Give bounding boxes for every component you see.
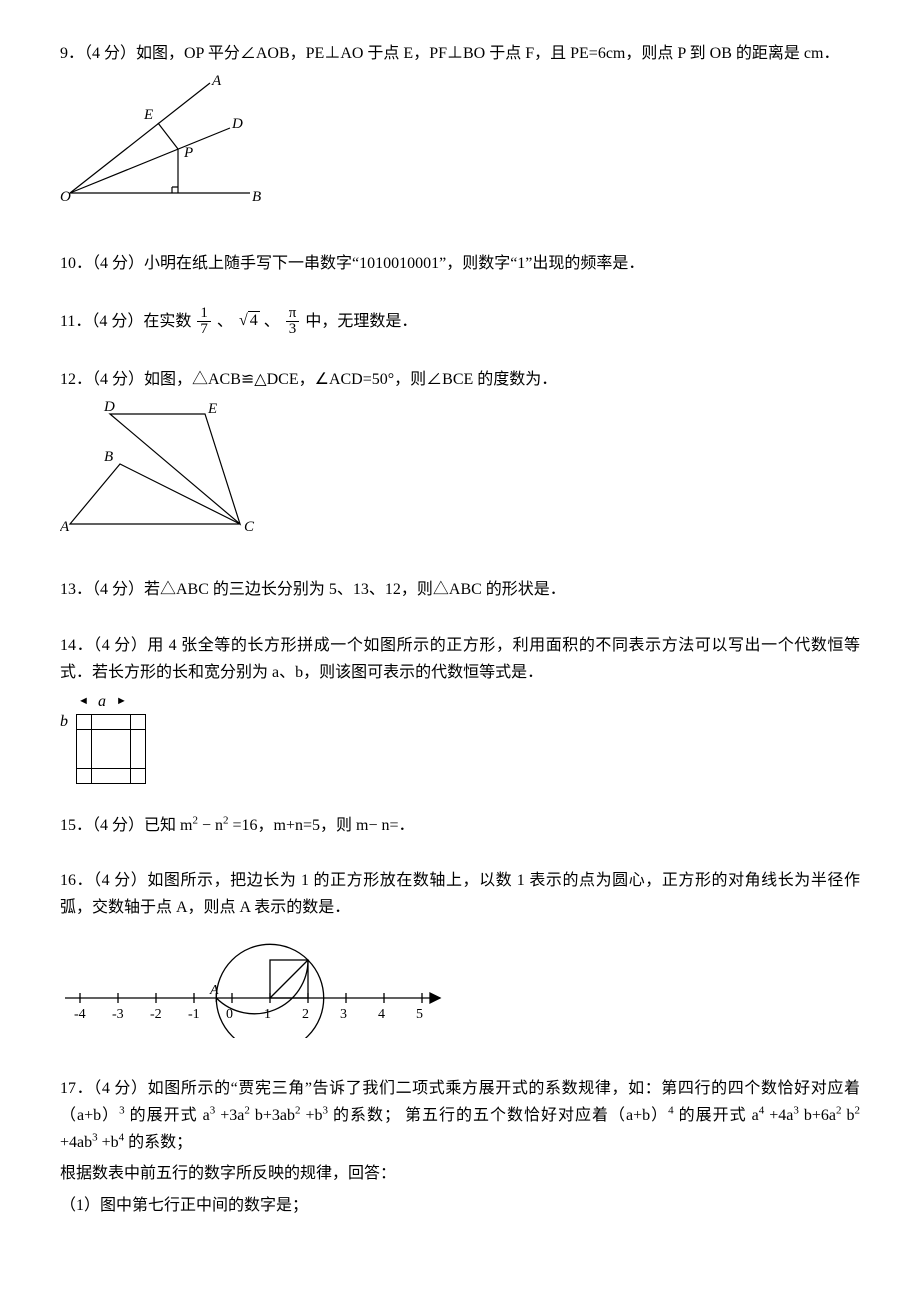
tick-label: -2: [150, 1007, 162, 1022]
p17-e: +b: [305, 1107, 322, 1124]
problem-17: 17．（4 分）如图所示的“贾宪三角”告诉了我们二项式乘方展开式的系数规律，如：…: [60, 1075, 860, 1219]
p17-l: +b: [102, 1134, 119, 1151]
p15-sq2: 2: [223, 815, 229, 827]
problem-11: 11．（4 分）在实数 1 7 、 4 、 π 3 中，无理数是．: [60, 306, 860, 339]
p17-d: b+3ab: [255, 1107, 295, 1124]
label-d: D: [231, 116, 243, 132]
congruent-triangles-diagram: D E B A C: [60, 399, 270, 539]
label-b2: B: [104, 449, 113, 465]
p17-h: +4a: [769, 1107, 793, 1124]
angle-bisector-diagram: A E D P O B: [60, 73, 270, 213]
p11-frac1-num: 1: [197, 306, 211, 323]
tick-label: 1: [264, 1007, 271, 1022]
p17-g: 的展开式 a: [679, 1107, 759, 1124]
p11-frac1-den: 7: [197, 322, 211, 338]
problem-16: 16．（4 分）如图所示，把边长为 1 的正方形放在数轴上，以数 1 表示的点为…: [60, 867, 860, 1047]
problem-12: 12．（4 分）如图，△ACB≌△DCE，∠ACD=50°，则∠BCE 的度数为…: [60, 366, 860, 548]
label-d: D: [103, 399, 115, 415]
problem-15: 15．（4 分）已知 m2 − n2 =16，m+n=5，则 m− n=．: [60, 812, 860, 839]
tick-label: 2: [302, 1007, 309, 1022]
label-o: O: [60, 189, 71, 205]
problem-12-text: 12．（4 分）如图，△ACB≌△DCE，∠ACD=50°，则∠BCE 的度数为…: [60, 366, 860, 393]
problem-17-line2: 根据数表中前五行的数字所反映的规律，回答：: [60, 1160, 860, 1187]
p11-pre: 11．（4 分）在实数: [60, 312, 191, 329]
tick-label: 0: [226, 1007, 233, 1022]
tick-label: 4: [378, 1007, 385, 1022]
problem-17-line1: 17．（4 分）如图所示的“贾宪三角”告诉了我们二项式乘方展开式的系数规律，如：…: [60, 1075, 860, 1157]
problem-14-figure: ◄ a ► b: [60, 692, 166, 784]
label-a2: A: [60, 519, 70, 535]
p17-k: +4ab: [60, 1134, 92, 1151]
tick-label: -4: [74, 1007, 86, 1022]
p17-f: 的系数； 第五行的五个数恰好对应着（a+b）: [333, 1107, 668, 1124]
p15-sq1: 2: [192, 815, 198, 827]
problem-12-figure: D E B A C: [60, 399, 860, 548]
p17-j: b: [847, 1107, 855, 1124]
label-point-a: A: [209, 983, 219, 998]
problem-14: 14．（4 分）用 4 张全等的长方形拼成一个如图所示的正方形，利用面积的不同表…: [60, 632, 860, 784]
p17-m: 的系数；: [128, 1134, 192, 1151]
problem-13-text: 13．（4 分）若△ABC 的三边长分别为 5、13、12，则△ABC 的形状是…: [60, 576, 860, 603]
problem-9-text: 9．（4 分）如图，OP 平分∠AOB，PE⊥AO 于点 E，PF⊥BO 于点 …: [60, 40, 860, 67]
problem-13: 13．（4 分）若△ABC 的三边长分别为 5、13、12，则△ABC 的形状是…: [60, 576, 860, 603]
p11-sqrt: 4: [237, 307, 260, 334]
label-b: B: [252, 189, 261, 205]
p14-label-b: b: [60, 708, 68, 735]
p11-frac2: π 3: [286, 306, 300, 339]
p11-mid2: 、: [264, 312, 280, 329]
problem-11-text: 11．（4 分）在实数 1 7 、 4 、 π 3 中，无理数是．: [60, 306, 860, 339]
label-c2: C: [244, 519, 255, 535]
problem-9-figure: A E D P O B: [60, 73, 860, 222]
p17-i: b+6a: [804, 1107, 836, 1124]
problem-10: 10．（4 分）小明在纸上随手写下一串数字“1010010001”，则数字“1”…: [60, 250, 860, 277]
p15-pre: 15．（4 分）已知 m: [60, 817, 192, 834]
problem-16-figure: -4 -3 -2 -1 0 1 2 3 4 5 A: [60, 928, 860, 1047]
tick-label: -1: [188, 1007, 200, 1022]
p15-mid1: − n: [202, 817, 223, 834]
label-a: A: [211, 73, 222, 89]
p14-label-a: a: [98, 688, 106, 715]
tick-label: -3: [112, 1007, 124, 1022]
label-p: P: [183, 145, 193, 161]
problem-14-text: 14．（4 分）用 4 张全等的长方形拼成一个如图所示的正方形，利用面积的不同表…: [60, 632, 860, 686]
problem-9: 9．（4 分）如图，OP 平分∠AOB，PE⊥AO 于点 E，PF⊥BO 于点 …: [60, 40, 860, 222]
p11-frac1: 1 7: [197, 306, 211, 339]
tick-label: 5: [416, 1007, 423, 1022]
problem-16-text: 16．（4 分）如图所示，把边长为 1 的正方形放在数轴上，以数 1 表示的点为…: [60, 867, 860, 921]
p17-b: 的展开式 a: [130, 1107, 210, 1124]
p15-mid2: =16，m+n=5，则 m− n=．: [232, 817, 414, 834]
label-e2: E: [207, 401, 217, 417]
tick-label: 3: [340, 1007, 347, 1022]
p11-mid1: 、: [217, 312, 233, 329]
label-e: E: [143, 107, 153, 123]
number-line-diagram: -4 -3 -2 -1 0 1 2 3 4 5 A: [60, 928, 460, 1038]
p11-post: 中，无理数是．: [305, 312, 417, 329]
problem-10-text: 10．（4 分）小明在纸上随手写下一串数字“1010010001”，则数字“1”…: [60, 250, 860, 277]
problem-17-line3: （1）图中第七行正中间的数字是；: [60, 1192, 860, 1219]
p17-c: +3a: [220, 1107, 244, 1124]
p11-frac2-den: 3: [286, 322, 300, 338]
p14-square: [76, 714, 146, 784]
p11-frac2-num: π: [286, 306, 300, 323]
problem-15-text: 15．（4 分）已知 m2 − n2 =16，m+n=5，则 m− n=．: [60, 812, 860, 839]
p11-sqrt-val: 4: [248, 311, 260, 329]
